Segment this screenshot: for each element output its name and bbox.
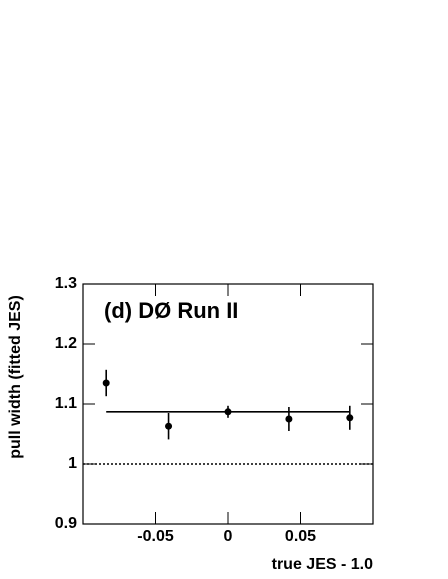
data-point — [102, 379, 110, 387]
data-point — [346, 414, 354, 422]
x-tick-label: -0.05 — [137, 528, 174, 545]
data-point — [165, 422, 173, 430]
y-tick-label: 1.1 — [55, 395, 77, 412]
x-axis-label: true JES - 1.0 — [272, 556, 373, 573]
data-point — [224, 408, 232, 416]
y-tick-label: 1.3 — [55, 275, 77, 292]
data-point — [285, 415, 293, 423]
y-axis-label: pull width (fitted JES) — [7, 295, 24, 459]
x-tick-label: 0 — [224, 528, 233, 545]
y-tick-label: 0.9 — [55, 515, 77, 532]
x-tick-label: 0.05 — [285, 528, 316, 545]
y-tick-label: 1.2 — [55, 335, 77, 352]
y-tick-label: 1 — [68, 455, 77, 472]
annotation: (d) DØ Run II — [104, 298, 238, 323]
